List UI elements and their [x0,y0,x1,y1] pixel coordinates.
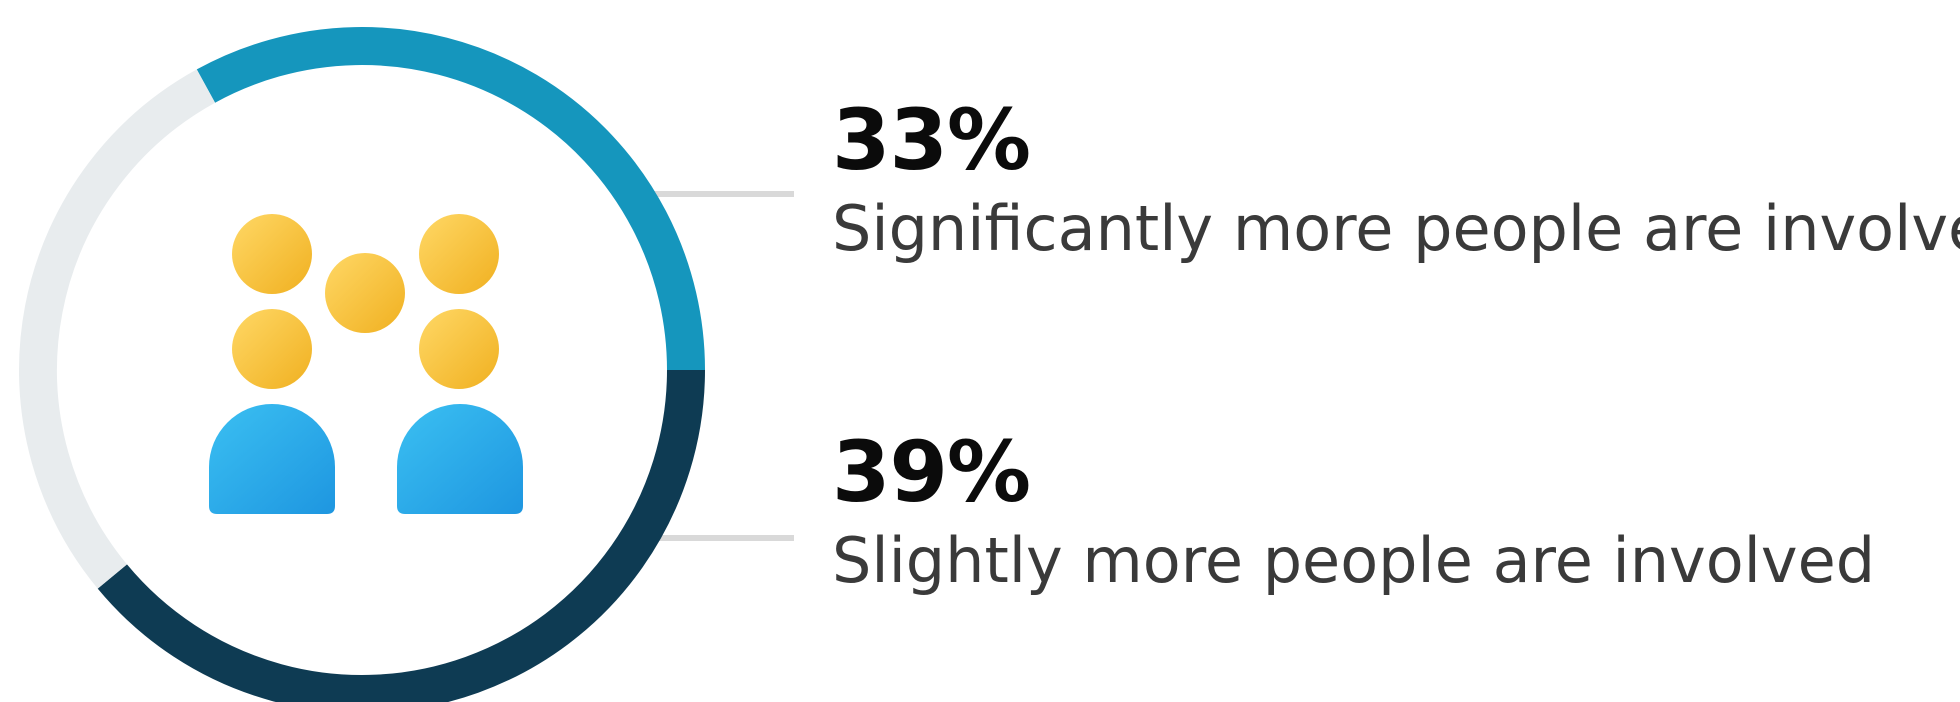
donut-slices [19,27,705,702]
donut-chart [19,27,794,702]
donut-slice-1 [97,369,705,702]
donut-slice-0 [196,27,705,371]
stat-value: 39% [832,423,1031,521]
person-head-icon [419,214,499,294]
stat-value: 33% [832,91,1031,189]
person-head-icon [232,309,312,389]
stat-slightly-more: 39% Slightly more people are involved [832,430,1875,592]
person-head-icon [232,214,312,294]
stat-label: Significantly more people are involved [832,192,1960,265]
person-body-icon [397,404,523,514]
stat-significantly-more: 33% Significantly more people are involv… [832,98,1960,260]
person-body-icon [209,404,335,514]
people-group-icon [209,214,523,514]
person-head-icon [325,253,405,333]
person-head-icon [419,309,499,389]
donut-slice-2 [19,69,216,589]
stat-label: Slightly more people are involved [832,524,1876,597]
